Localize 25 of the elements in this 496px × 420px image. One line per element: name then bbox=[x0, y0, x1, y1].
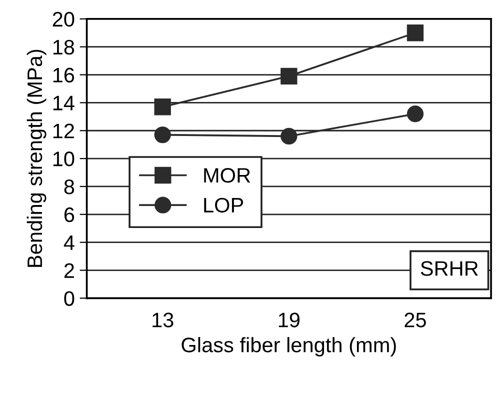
y-tick-label: 4 bbox=[64, 236, 74, 250]
legend-label: LOP bbox=[204, 198, 244, 213]
x-tick-label: 25 bbox=[404, 312, 426, 328]
point bbox=[406, 24, 424, 42]
point bbox=[406, 106, 424, 122]
point bbox=[154, 98, 171, 116]
y-tick-label: 2 bbox=[64, 263, 74, 278]
x-tick-label: 13 bbox=[152, 312, 174, 328]
legend-label: MOR bbox=[204, 168, 250, 183]
y-tick-label: 12 bbox=[53, 124, 74, 138]
y-tick-label: 16 bbox=[53, 68, 74, 83]
x-axis-title: Glass fiber length (mm) bbox=[182, 337, 396, 356]
y-tick-label: 14 bbox=[53, 96, 74, 110]
point bbox=[280, 68, 298, 84]
y-tick-label: 18 bbox=[53, 40, 74, 55]
point bbox=[280, 128, 298, 145]
point bbox=[154, 126, 171, 144]
y-tick-label: 6 bbox=[64, 207, 74, 222]
y-tick-label: 0 bbox=[64, 291, 74, 306]
y-tick-label: 10 bbox=[53, 152, 74, 166]
x-tick-label: 19 bbox=[278, 312, 300, 328]
y-tick-label: 8 bbox=[64, 179, 74, 194]
y-tick-label: 20 bbox=[52, 12, 74, 27]
y-axis-title: Bending strength (MPa) bbox=[26, 50, 46, 267]
annotation: SRHR bbox=[420, 261, 478, 276]
